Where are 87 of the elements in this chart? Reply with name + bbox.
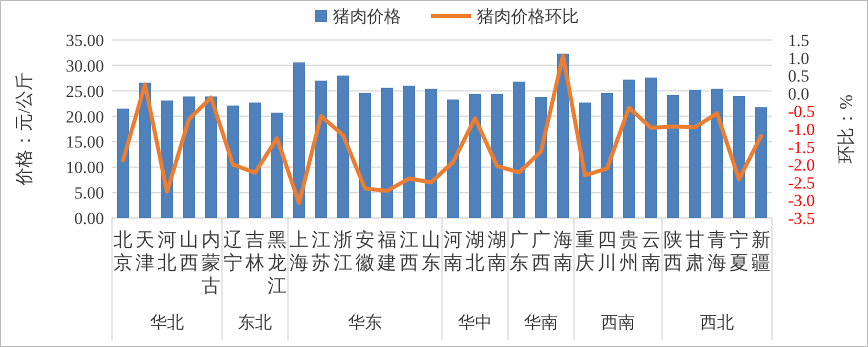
text: 西北 xyxy=(700,313,734,332)
y2-tick-label: -3.5 xyxy=(788,209,815,228)
y-tick-label: 0.00 xyxy=(74,209,104,228)
bar xyxy=(623,80,635,218)
y-tick-label: 25.00 xyxy=(66,82,104,101)
y2-tick-label: -2.5 xyxy=(788,173,815,192)
bar xyxy=(205,96,217,218)
bar xyxy=(293,62,305,218)
bar xyxy=(601,92,613,218)
y2-tick-label: -1.5 xyxy=(788,138,815,157)
bar xyxy=(689,90,701,218)
x-tick-label: 宁夏 xyxy=(730,229,748,274)
y2-axis-title: 环比：% xyxy=(836,94,856,164)
x-tick-label: 黑龙江 xyxy=(268,230,286,297)
text: 华中 xyxy=(458,313,492,332)
x-tick-label: 青海 xyxy=(708,230,726,274)
x-tick-label: 上海 xyxy=(290,230,308,274)
y-tick-label: 35.00 xyxy=(66,31,104,50)
y2-tick-label: -1.0 xyxy=(788,120,815,139)
bar xyxy=(535,96,547,218)
bar xyxy=(315,80,327,218)
legend-label: 猪肉价格 xyxy=(333,7,401,26)
x-tick-label: 云南 xyxy=(642,230,660,274)
x-tick-label: 江苏 xyxy=(312,230,330,274)
x-tick-label: 河南 xyxy=(444,230,462,274)
y2-tick-label: -2.0 xyxy=(788,156,815,175)
bar xyxy=(381,88,393,218)
x-tick-label: 贵州 xyxy=(620,230,638,274)
bar xyxy=(645,78,657,218)
x-tick-label: 新疆 xyxy=(752,229,770,274)
x-tick-label: 内蒙古 xyxy=(202,230,220,297)
x-tick-label: 四川 xyxy=(598,230,616,274)
x-tick-label: 福建 xyxy=(376,230,396,274)
bar xyxy=(447,100,459,218)
y-tick-label: 5.00 xyxy=(74,184,104,203)
y-tick-label: 30.00 xyxy=(66,56,104,76)
bar xyxy=(183,96,195,218)
x-tick-label: 辽宁 xyxy=(224,230,242,274)
y2-tick-label: -0.5 xyxy=(788,102,815,122)
bar xyxy=(249,102,261,218)
x-tick-label: 天津 xyxy=(136,230,154,274)
text: 东北 xyxy=(238,313,272,332)
y-tick-label: 15.00 xyxy=(66,132,104,152)
bar xyxy=(271,112,283,218)
y2-tick-label: 0.0 xyxy=(788,84,810,104)
x-tick-label: 海南 xyxy=(554,230,572,274)
y2-tick-label: 1.5 xyxy=(788,31,810,50)
bar xyxy=(733,96,745,218)
x-tick-label: 甘肃 xyxy=(686,230,704,274)
text: 西南 xyxy=(601,313,635,332)
line-series xyxy=(121,54,763,206)
y2-tick-label: 0.5 xyxy=(788,66,810,86)
x-tick-label: 河北 xyxy=(158,230,176,274)
x-tick-label: 湖北 xyxy=(466,230,484,274)
bar xyxy=(667,94,679,218)
x-tick-label: 广东 xyxy=(510,229,528,274)
y-tick-label: 10.00 xyxy=(66,158,104,178)
bar xyxy=(425,88,437,218)
x-tick-label: 江西 xyxy=(400,230,418,274)
x-tick-label: 重庆 xyxy=(576,230,594,274)
bar xyxy=(469,94,481,218)
bar xyxy=(755,107,767,218)
text: 华北 xyxy=(150,313,184,332)
text: 华南 xyxy=(524,313,558,332)
y-axis-title: 价格：元/公斤 xyxy=(14,72,34,187)
x-tick-label: 山西 xyxy=(180,230,198,274)
bar xyxy=(711,88,723,218)
text: 华东 xyxy=(348,313,382,332)
y2-tick-label: -3.0 xyxy=(788,191,815,210)
bar xyxy=(403,86,415,218)
x-tick-label: 陕西 xyxy=(664,230,682,274)
x-tick-label: 吉林 xyxy=(244,230,264,274)
y-tick-label: 20.00 xyxy=(66,107,104,126)
legend-label: 猪肉价格环比 xyxy=(477,7,579,26)
x-tick-label: 山东 xyxy=(422,230,440,274)
bar xyxy=(227,106,239,218)
y2-tick-label: 1.0 xyxy=(788,48,810,68)
bar xyxy=(491,94,503,218)
bar xyxy=(513,82,525,218)
x-tick-label: 浙江 xyxy=(334,230,352,274)
bar xyxy=(117,108,129,218)
x-tick-label: 湖南 xyxy=(488,230,506,274)
x-tick-label: 广西 xyxy=(532,229,550,274)
bar xyxy=(337,76,349,218)
x-tick-label: 北京 xyxy=(114,230,132,274)
bar xyxy=(359,92,371,218)
x-tick-label: 安徽 xyxy=(356,229,374,274)
